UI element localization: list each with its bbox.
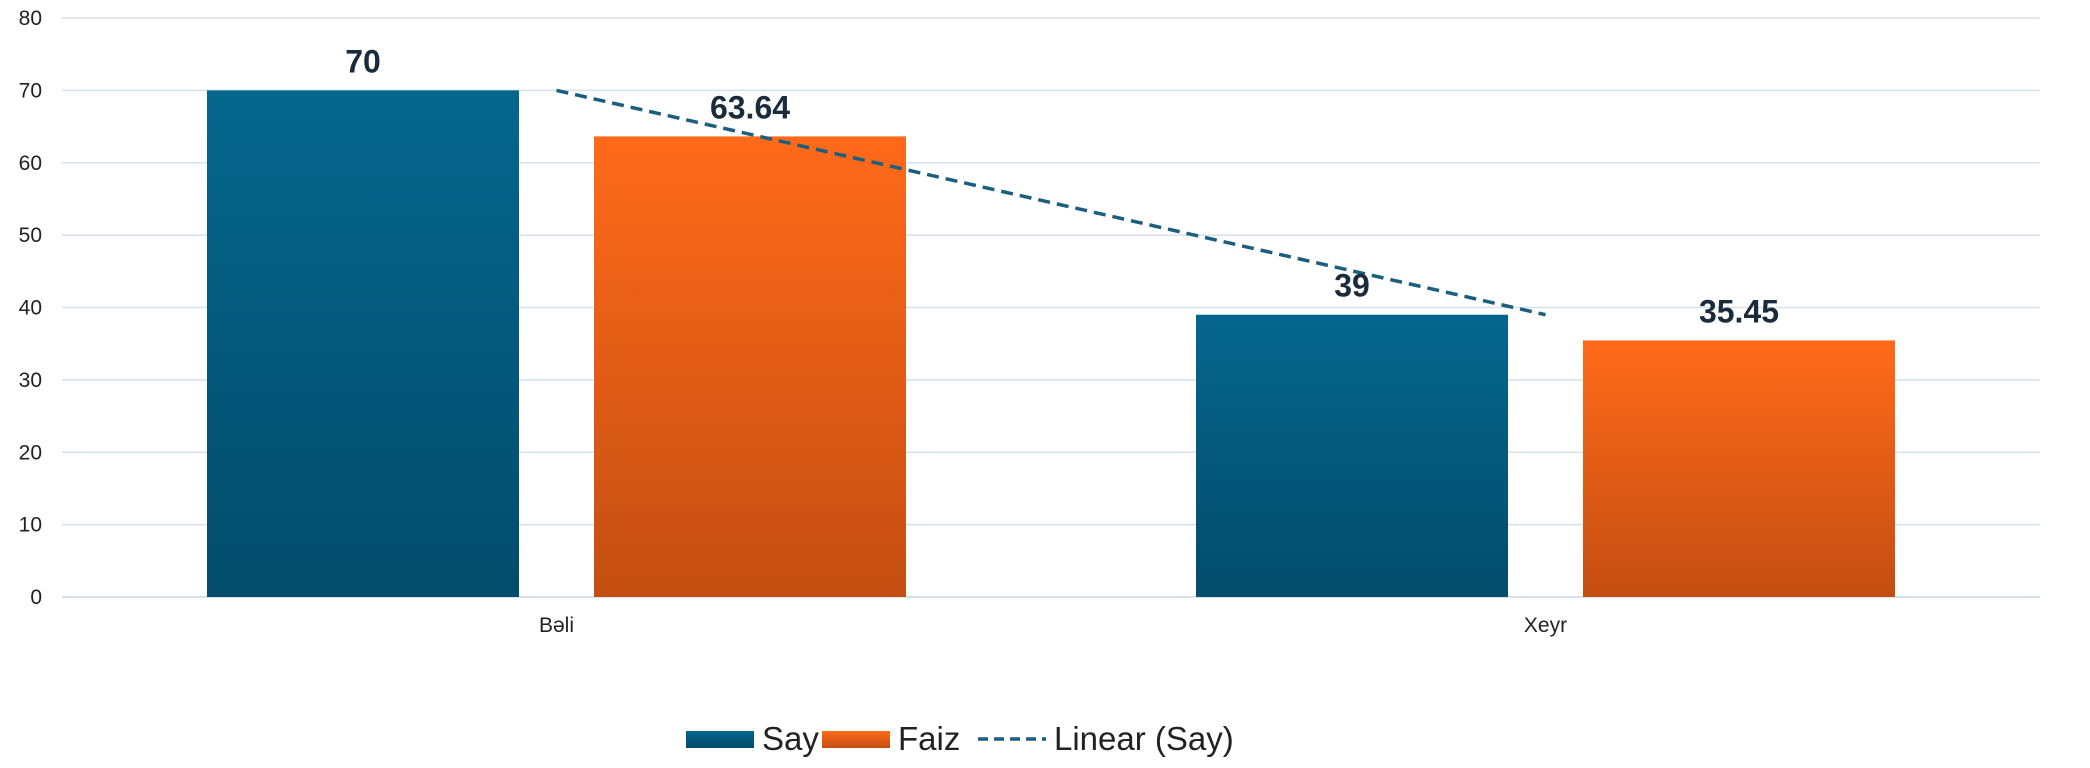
bar-faiz [1583, 340, 1895, 597]
y-tick-label: 60 [19, 152, 42, 175]
y-tick-label: 80 [19, 7, 42, 30]
bar-faiz [594, 136, 906, 597]
trendline [556, 88, 1546, 317]
bar-say [207, 90, 519, 597]
data-label: 63.64 [710, 89, 790, 125]
legend: Say Faiz Linear (Say) [686, 720, 1234, 757]
data-label: 39 [1334, 268, 1370, 304]
x-tick-label: Bəli [539, 614, 574, 637]
y-tick-label: 10 [19, 514, 42, 537]
bar-say [1196, 314, 1508, 597]
legend-item-say: Say [686, 720, 819, 757]
legend-item-linear-say: Linear (Say) [978, 720, 1234, 757]
trendline-say [556, 88, 1546, 317]
legend-swatch [686, 731, 754, 748]
y-tick-label: 20 [19, 441, 42, 464]
bars [207, 90, 1895, 597]
y-tick-label: 40 [19, 297, 42, 320]
x-axis: Bəli Xeyr [539, 614, 1567, 637]
data-labels: 70 63.64 39 35.45 [345, 43, 1779, 329]
legend-swatch [822, 731, 890, 748]
legend-label: Say [762, 720, 819, 757]
y-tick-label: 0 [30, 586, 42, 609]
legend-item-faiz: Faiz [822, 720, 960, 757]
x-tick-label: Xeyr [1524, 614, 1567, 637]
data-label: 70 [345, 43, 381, 79]
y-tick-label: 70 [19, 79, 42, 102]
data-label: 35.45 [1699, 293, 1779, 329]
y-tick-label: 30 [19, 369, 42, 392]
legend-label: Faiz [898, 720, 960, 757]
legend-label: Linear (Say) [1054, 720, 1234, 757]
y-tick-label: 50 [19, 224, 42, 247]
y-axis: 0 10 20 30 40 50 60 70 80 [19, 7, 42, 609]
